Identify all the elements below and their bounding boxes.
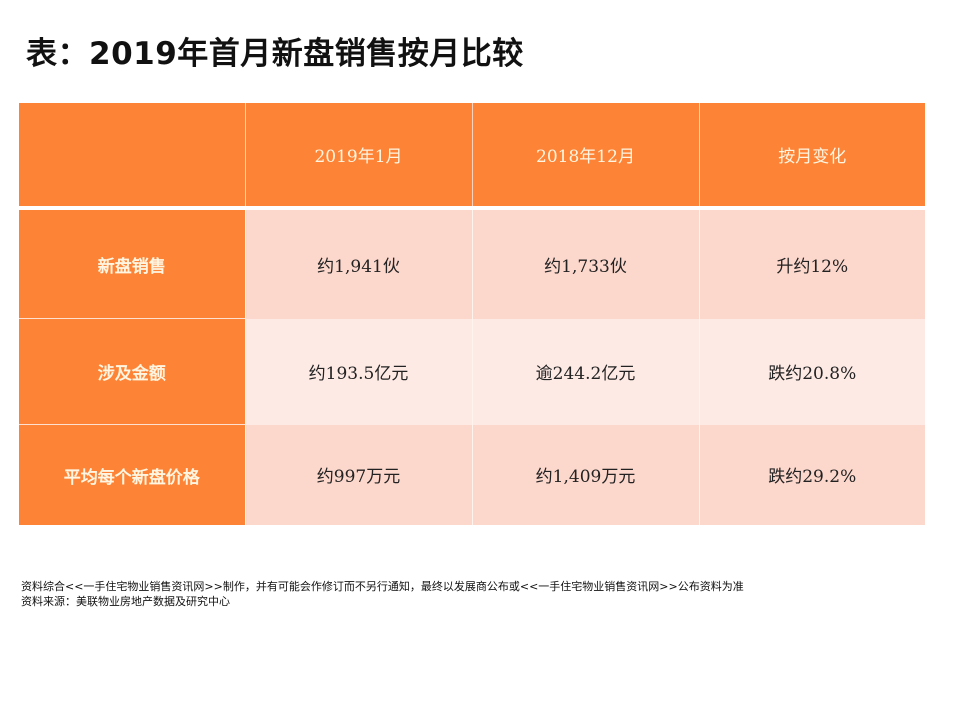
table-row: 新盘销售 约1,941伙 约1,733伙 升约12% bbox=[19, 208, 925, 319]
table-row: 涉及金额 约193.5亿元 逾244.2亿元 跌约20.8% bbox=[19, 318, 925, 425]
row-label: 涉及金额 bbox=[19, 318, 245, 425]
row-label: 新盘销售 bbox=[19, 208, 245, 319]
table-cell: 逾244.2亿元 bbox=[471, 318, 699, 425]
table-cell: 约1,941伙 bbox=[244, 208, 472, 319]
table-cell: 约1,409万元 bbox=[471, 424, 699, 525]
table-cell: 升约12% bbox=[698, 208, 925, 319]
footnote: 资料综合<<一手住宅物业销售资讯网>>制作，并有可能会作修订而不另行通知，最终以… bbox=[21, 579, 744, 609]
row-label: 平均每个新盘价格 bbox=[19, 424, 245, 525]
header-cell-dec-2018: 2018年12月 bbox=[471, 103, 699, 210]
table-cell: 约1,733伙 bbox=[471, 208, 699, 319]
page-title: 表：2019年首月新盘销售按月比较 bbox=[26, 36, 524, 72]
comparison-table: 2019年1月 2018年12月 按月变化 新盘销售 约1,941伙 约1,73… bbox=[19, 103, 925, 525]
header-cell-mom-change: 按月变化 bbox=[698, 103, 925, 210]
table-row: 平均每个新盘价格 约997万元 约1,409万元 跌约29.2% bbox=[19, 424, 925, 525]
table-cell: 跌约20.8% bbox=[698, 318, 925, 425]
table-cell: 跌约29.2% bbox=[698, 424, 925, 525]
table-cell: 约193.5亿元 bbox=[244, 318, 472, 425]
header-cell-jan-2019: 2019年1月 bbox=[244, 103, 472, 210]
footnote-disclaimer: 资料综合<<一手住宅物业销售资讯网>>制作，并有可能会作修订而不另行通知，最终以… bbox=[21, 580, 744, 593]
table-header-row: 2019年1月 2018年12月 按月变化 bbox=[19, 103, 925, 210]
header-cell-empty bbox=[19, 103, 245, 210]
table-cell: 约997万元 bbox=[244, 424, 472, 525]
footnote-source: 资料来源：美联物业房地产数据及研究中心 bbox=[21, 595, 230, 608]
